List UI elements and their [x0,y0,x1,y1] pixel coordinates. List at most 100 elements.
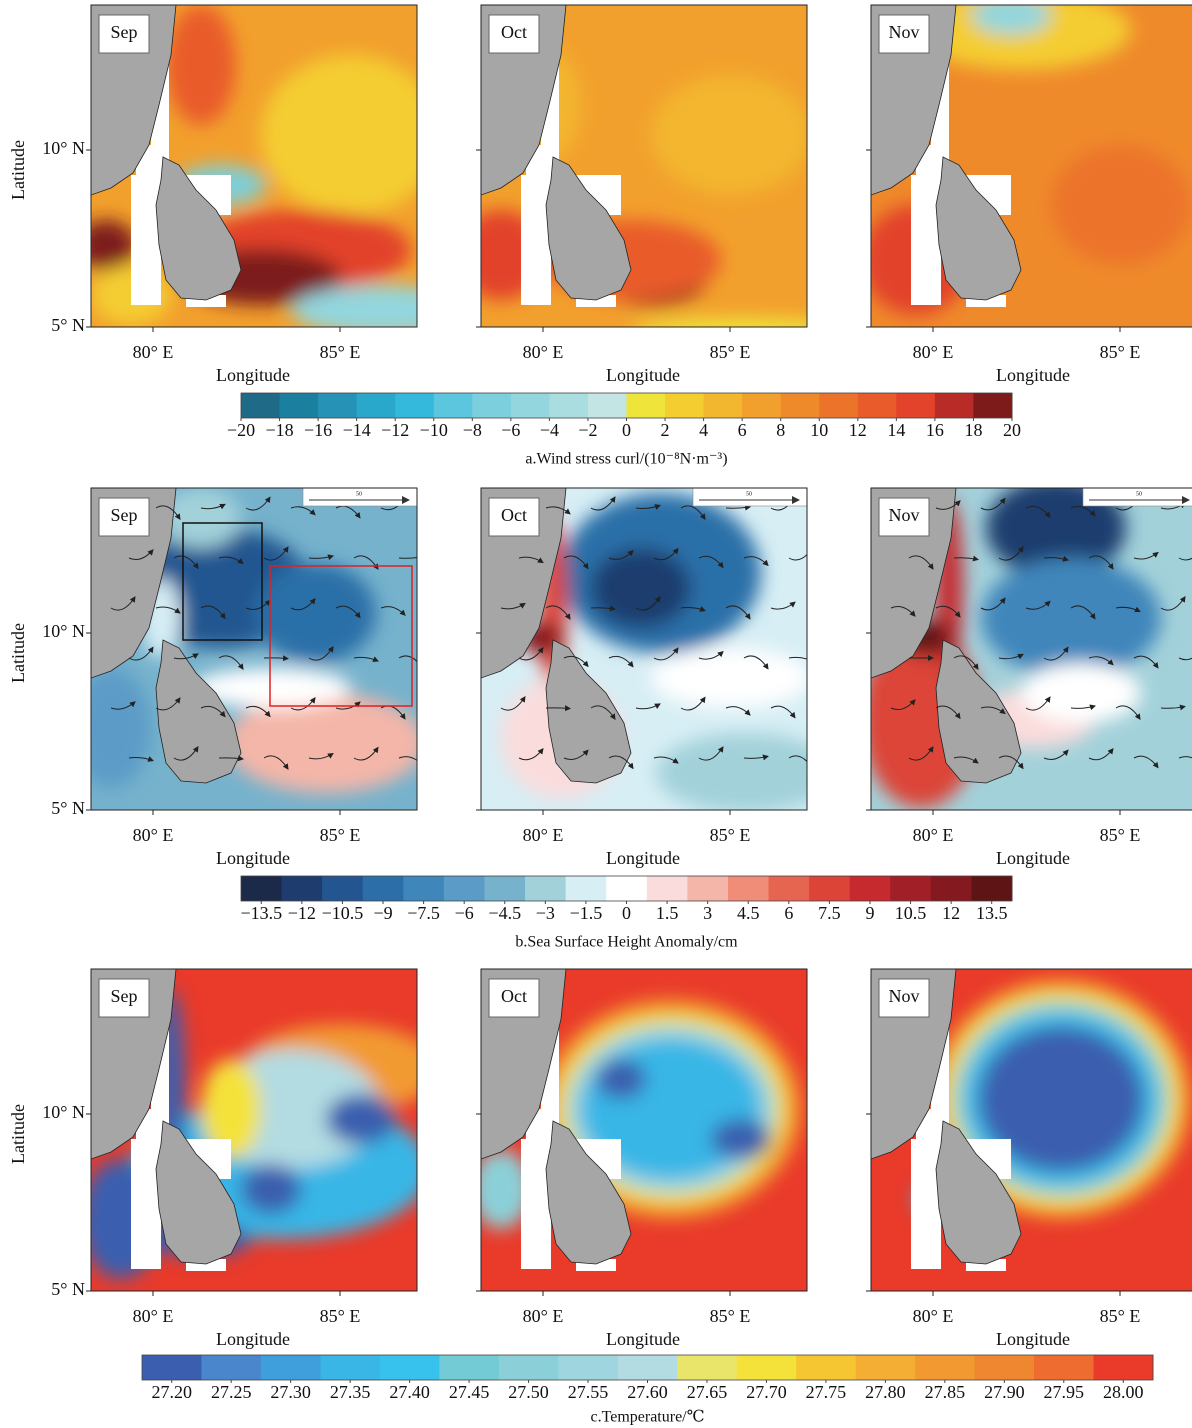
colorbar-tick-label: 13.5 [976,903,1008,923]
current-vector [263,755,289,770]
colorbar-swatch [439,1355,500,1380]
field-blob [91,668,151,788]
x-tick-label: 85° E [710,1306,751,1326]
x-axis-label: Longitude [606,365,680,385]
colorbar-tick-label: 4 [699,420,708,440]
colorbar-swatch [565,876,607,901]
colorbar-tick-label: −18 [265,420,293,440]
x-tick-label: 85° E [320,1306,361,1326]
current-vector [653,547,679,561]
colorbar-tick-label: −14 [343,420,371,440]
current-vector [698,651,724,660]
colorbar-swatch [896,393,936,418]
colorbar-caption: a.Wind stress curl/(10⁻⁸N·m⁻³) [525,451,727,468]
current-vector [128,756,154,762]
colorbar-swatch [971,876,1013,901]
current-vector [890,605,916,617]
month-box [488,14,540,54]
current-vector [245,496,271,511]
colorbar-tick-label: 18 [964,420,982,440]
colorbar-tick-label: 1.5 [656,903,679,923]
field-blob [481,1149,531,1229]
colorbar-swatch [484,876,526,901]
panel-frame [480,968,808,1292]
colorbar-tick-label: 6 [784,903,793,923]
current-vector [353,656,379,662]
colorbar-swatch [727,876,770,901]
sri-lanka-land [935,156,1022,301]
current-vector [173,745,199,761]
current-vector [545,705,571,712]
colorbar-tick-label: 27.55 [568,1382,609,1402]
y-tick-label: 5° N [51,1279,85,1299]
colorbar-tick-label: 0 [622,420,631,440]
colorbar-swatch [780,393,820,418]
colorbar-tick-label: −2 [578,420,597,440]
current-vector [980,706,1006,715]
map-panel: 50 [871,488,1192,810]
colorbar-swatch [974,1355,1035,1380]
y-tick-label: 10° N [42,138,85,158]
colorbar-tick-label: 27.40 [389,1382,430,1402]
x-tick-label: 85° E [320,342,361,362]
colorbar-tick-label: 3 [703,903,712,923]
panel-frame [870,968,1192,1292]
colorbar-caption: b.Sea Surface Height Anomaly/cm [515,934,738,951]
month-label: Nov [889,22,920,42]
current-vector [398,557,417,559]
current-vector [380,705,406,720]
sri-lanka-land [155,639,242,784]
current-vector [308,752,334,760]
month-box [488,497,540,537]
x-tick-label: 85° E [1100,1306,1141,1326]
land-mask [911,175,941,305]
sri-lanka-land [545,156,632,301]
current-vector [1088,555,1114,570]
colorbar-swatch [279,393,319,418]
field-blob [651,648,807,708]
field-blob [226,693,417,793]
current-vector [1160,704,1186,711]
x-axis-label: Longitude [996,365,1070,385]
current-vector [308,645,334,661]
current-vector [1025,696,1051,711]
scale-box [302,488,417,507]
field-blob [201,1059,261,1159]
colorbar-swatch [318,393,358,418]
current-vector [1088,656,1114,666]
y-tick-label: 10° N [42,621,85,641]
current-vector [290,697,316,711]
current-vector [1178,657,1192,661]
colorbar-tick-label: 27.85 [925,1382,966,1402]
current-vector [218,755,244,762]
colorbar-swatch [549,393,589,418]
colorbar-swatch [587,393,627,418]
colorbar-tick-label: −16 [304,420,332,440]
colorbar-swatch [849,876,891,901]
y-axis-label: Latitude [8,1104,28,1164]
x-axis-label: Longitude [996,848,1070,868]
current-vector [1115,705,1141,721]
colorbar-swatch [510,393,550,418]
colorbar-swatch [646,876,688,901]
current-vector [998,545,1024,561]
month-box [98,14,150,54]
colorbar-swatch [890,876,932,901]
current-vector [590,705,616,720]
colorbar-tick-label: 4.5 [737,903,760,923]
colorbar-swatch [677,1355,738,1380]
current-vector [563,555,589,570]
colorbar-swatch [362,876,404,901]
current-vector [590,496,616,511]
colorbar-tick-label: 10 [810,420,828,440]
scale-label: 50 [746,491,752,497]
scale-label: 50 [356,491,362,497]
current-vector [263,655,289,662]
colorbar-swatch [703,393,743,418]
colorbar-swatch [379,1355,440,1380]
colorbar-tick-label: −12 [381,420,409,440]
colorbar-swatch [281,876,323,901]
month-box [98,497,150,537]
current-vector [353,746,379,761]
x-tick-label: 85° E [320,825,361,845]
